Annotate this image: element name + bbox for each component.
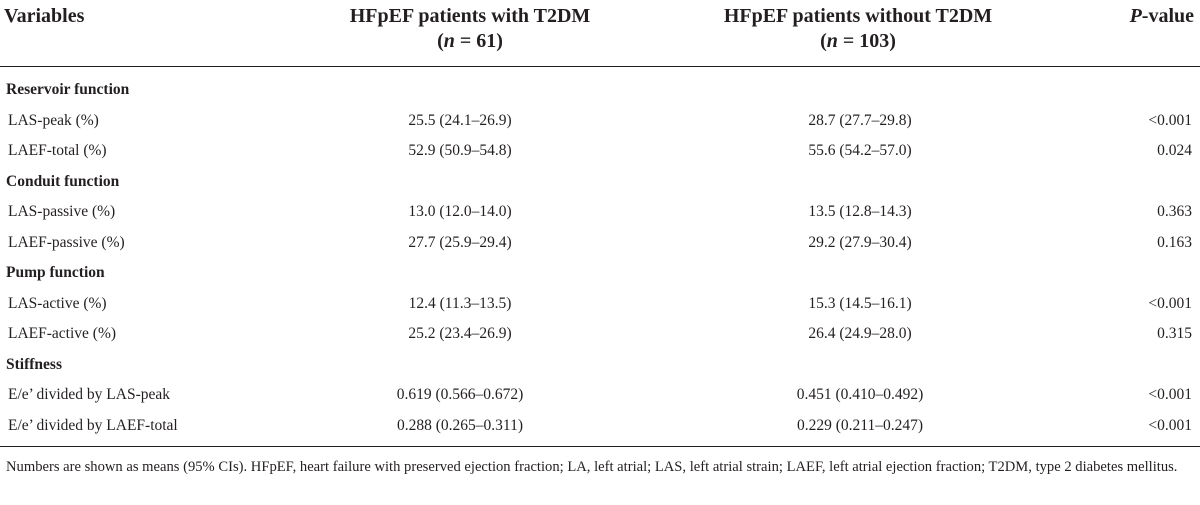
section-label: Reservoir function [6,81,130,98]
variable-label: LAS-active (%) [8,294,107,312]
value-without-t2dm: 28.7 (27.7–29.8) [808,111,912,129]
header-group2-n: (n = 103) [820,30,896,52]
section-label: Stiffness [6,355,62,373]
variable-label: LAEF-active (%) [8,325,117,342]
table-header: Variables HFpEF patients with T2DM (n = … [0,0,1200,66]
value-with-t2dm: 52.9 (50.9–54.8) [408,142,512,159]
value-with-t2dm: 12.4 (11.3–13.5) [408,294,512,312]
table-row: E/e’ divided by LAS-peak 0.619 (0.566–0.6… [0,380,1200,410]
variable-label: LAS-passive (%) [8,203,116,220]
section-row: Stiffness [0,350,1200,380]
header-variables: Variables [4,4,84,29]
header-group2-n-symbol: n [826,30,838,52]
section-row: Pump function [0,258,1200,288]
value-with-t2dm: 25.5 (24.1–26.9) [408,111,512,129]
header-pvalue-italic: P [1129,5,1142,27]
table-row: LAS-active (%) 12.4 (11.3–13.5) 15.3 (14.5… [0,289,1200,319]
header-variables-label: Variables [4,5,85,27]
value-without-t2dm: 55.6 (54.2–57.0) [808,142,912,159]
p-value: 0.163 [1157,233,1192,251]
value-without-t2dm: 0.451 (0.410–0.492) [796,386,924,403]
p-value: 0.363 [1157,203,1192,220]
value-with-t2dm: 25.2 (23.4–26.9) [408,325,512,342]
variable-label: LAEF-passive (%) [8,233,125,251]
header-group-with-t2dm: HFpEF patients with T2DM (n = 61) [300,4,640,54]
section-row: Conduit function [0,167,1200,197]
header-rule [0,66,1200,67]
header-pvalue: P-value [1090,4,1194,29]
p-value: <0.001 [1148,386,1192,403]
table-row: LAEF-passive (%) 27.7 (25.9–29.4) 29.2 (27… [0,228,1200,258]
variable-label: E/e’ divided by LAEF-total [8,416,178,434]
p-value: <0.001 [1148,416,1192,434]
bottom-rule [0,446,1200,447]
table-row: LAEF-active (%) 25.2 (23.4–26.9) 26.4 (24.… [0,319,1200,349]
p-value: 0.315 [1157,325,1192,342]
header-group1-n: (n = 61) [437,30,503,52]
table-footnote: Numbers are shown as means (95% CIs). HF… [6,459,1178,475]
header-pvalue-rest: -value [1141,5,1194,27]
header-group1-n-symbol: n [443,30,455,52]
variable-label: LAS-peak (%) [8,111,99,129]
value-without-t2dm: 15.3 (14.5–16.1) [808,294,912,312]
value-with-t2dm: 13.0 (12.0–14.0) [408,203,512,220]
table-row: LAS-peak (%) 25.5 (24.1–26.9) 28.7 (27.7–2… [0,106,1200,136]
p-value: <0.001 [1148,294,1192,312]
value-without-t2dm: 26.4 (24.9–28.0) [808,325,912,342]
header-group1-n-value: = 61 [454,30,497,52]
p-value: <0.001 [1148,111,1192,129]
p-value: 0.024 [1157,142,1192,159]
value-with-t2dm: 0.619 (0.566–0.672) [396,386,524,403]
section-label: Pump function [6,264,105,281]
value-with-t2dm: 0.288 (0.265–0.311) [397,416,523,434]
table-row: LAEF-total (%) 52.9 (50.9–54.8) 55.6 (54.2… [0,136,1200,166]
value-with-t2dm: 27.7 (25.9–29.4) [408,233,512,251]
variable-label: E/e’ divided by LAS-peak [8,386,170,403]
table-row: LAS-passive (%) 13.0 (12.0–14.0) 13.5 (12.… [0,197,1200,227]
section-label: Conduit function [6,172,120,190]
section-row: Reservoir function [0,75,1200,105]
value-without-t2dm: 13.5 (12.8–14.3) [808,203,912,220]
header-group-without-t2dm: HFpEF patients without T2DM (n = 103) [688,4,1028,54]
table-row: E/e’ divided by LAEF-total 0.288 (0.265–0… [0,411,1200,441]
value-without-t2dm: 0.229 (0.211–0.247) [797,416,923,434]
header-group1-title: HFpEF patients with T2DM [349,5,591,27]
variable-label: LAEF-total (%) [8,142,107,159]
value-without-t2dm: 29.2 (27.9–30.4) [808,233,912,251]
header-group2-title: HFpEF patients without T2DM [723,5,993,27]
header-group2-n-value: = 103 [837,30,890,52]
